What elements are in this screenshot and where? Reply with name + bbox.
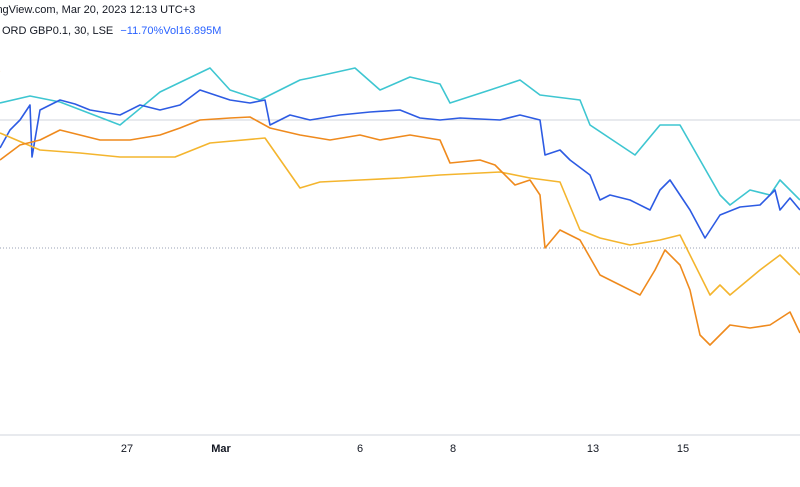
x-tick-label-6: 6 (357, 443, 363, 455)
series-line-2 (0, 89, 800, 239)
x-tick-label-mar: Mar (211, 443, 231, 455)
change-percent: −11.70% (120, 25, 164, 37)
source-line: ingView.com, Mar 20, 2023 12:13 UTC+3 (0, 4, 196, 16)
series-line-3 (0, 132, 800, 296)
volume-value: 16.895M (178, 25, 222, 37)
x-tick-label-13: 13 (587, 443, 599, 455)
series-line-1 (0, 67, 800, 206)
yellow-marker: . (0, 63, 1, 75)
chart-header: ingView.com, Mar 20, 2023 12:13 UTC+3 OR… (0, 0, 800, 40)
volume-prefix: Vol (163, 25, 179, 37)
x-tick-label-27: 27 (121, 443, 133, 455)
x-tick-label-8: 8 (450, 443, 456, 455)
symbol-label: ORD GBP0.1, 30, LSE (2, 25, 114, 37)
series-line-4 (0, 116, 800, 346)
x-tick-label-15: 15 (677, 443, 689, 455)
x-axis-ticks: 27 Mar 6 8 13 15 (121, 443, 689, 455)
symbol-line: ORD GBP0.1, 30, LSE −11.70%Vol16.895M (2, 25, 221, 37)
series-layer (0, 67, 800, 346)
